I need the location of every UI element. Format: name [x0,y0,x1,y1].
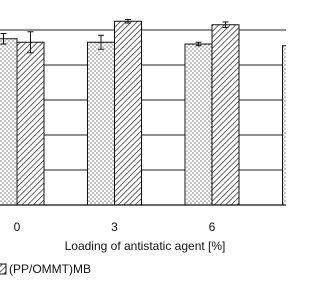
error-bar [27,31,34,54]
error-bar [222,21,229,29]
bar [184,43,213,206]
bar [16,41,45,206]
legend-swatch [0,263,7,275]
error-bar [195,41,202,47]
error-bar [0,33,7,45]
bar [87,41,115,206]
bar [282,45,286,206]
chart: Loading of antistatic agent [%] 0 3 6 (PP/O… [0,19,286,276]
bar [211,24,240,206]
x-axis-label: Loading of antistatic agent [%] [65,239,226,253]
x-tick-label: 0 [14,220,21,234]
bar [114,20,142,206]
x-tick-label: 6 [209,220,216,234]
x-tick-label: 3 [111,220,118,234]
legend-label: (PP/OMMT)MB [9,262,91,276]
error-bar [125,19,131,24]
bar [0,38,18,206]
error-bar [98,34,104,50]
